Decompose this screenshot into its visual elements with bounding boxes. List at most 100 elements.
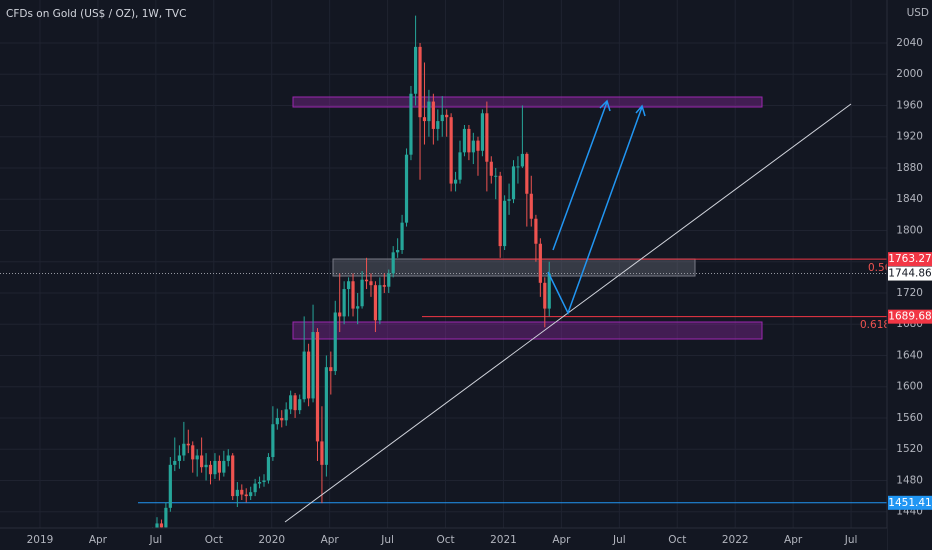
candle-body (235, 489, 239, 497)
fib-label: 0.50 (868, 262, 891, 274)
current-price-box (888, 266, 932, 281)
y-tick-label: 1720 (896, 287, 923, 299)
candle-body (453, 179, 458, 184)
candle-body (159, 523, 164, 528)
axes: 1440148015201560160016401680172017601800… (27, 37, 932, 546)
candle-body (449, 117, 453, 184)
fib-label: 0.618 (860, 319, 890, 331)
x-tick-label: 2019 (27, 534, 54, 546)
current-price-label: 1744.86 (888, 268, 932, 280)
candle-body (177, 455, 182, 461)
candle-body (168, 464, 172, 508)
grid (0, 0, 887, 528)
candle-body (213, 460, 217, 475)
drawings (292, 96, 763, 340)
candle-body (182, 443, 186, 456)
candle-body (208, 464, 213, 475)
candle-body (289, 395, 293, 410)
y-tick-label: 1520 (896, 443, 923, 455)
x-tick-label: 2021 (490, 534, 517, 546)
candle-body (186, 443, 190, 446)
candle-body (489, 161, 493, 176)
candle-body (266, 457, 271, 481)
candle-body (480, 113, 485, 151)
x-tick-label: Jul (612, 534, 626, 546)
candle-body (400, 222, 404, 250)
candle-body (440, 114, 444, 122)
y-tick-label: 2000 (896, 68, 923, 80)
candle-body (445, 114, 449, 118)
candle-body (329, 367, 333, 372)
candle-body (351, 281, 355, 309)
candle-body (427, 101, 431, 122)
candle-body (164, 507, 168, 528)
candle-body (543, 282, 547, 309)
x-tick-label: Jul (844, 534, 858, 546)
candle-body (494, 175, 498, 177)
candle-body (431, 101, 435, 129)
candle-body (262, 480, 266, 483)
projection-arrow (552, 101, 608, 251)
candle-body (378, 285, 382, 321)
candle-body (244, 494, 248, 497)
candle-body (547, 273, 551, 309)
x-tick-label: Jul (149, 534, 163, 546)
price-label-box (888, 252, 932, 267)
candle-body (346, 281, 351, 290)
y-tick-label: 1920 (896, 131, 923, 143)
y-tick-label: 1800 (896, 224, 923, 236)
y-tick-label: 1960 (896, 99, 923, 111)
price-label: 1763.27 (888, 253, 931, 265)
price-label-box (888, 309, 932, 324)
candle-body (422, 117, 427, 122)
candle-body (409, 93, 413, 155)
price-label: 1451.41 (888, 497, 931, 509)
candle-body (253, 483, 257, 493)
candle-body (507, 199, 511, 201)
candle-body (485, 113, 489, 162)
candle-body (249, 492, 253, 497)
candle-body (369, 281, 373, 286)
candle-body (462, 128, 467, 153)
candle-body (342, 289, 346, 317)
x-tick-label: Apr (784, 534, 803, 546)
y-tick-label: 1560 (896, 412, 923, 424)
arrow-head (635, 104, 646, 117)
candle-body (298, 399, 302, 411)
candle-body (404, 154, 409, 223)
candle-body (257, 482, 262, 484)
candle-body (391, 252, 395, 274)
candle-body (311, 332, 315, 399)
x-tick-label: Apr (89, 534, 108, 546)
candle-body (293, 395, 297, 411)
x-tick-label: Oct (436, 534, 454, 546)
candle-body (471, 140, 475, 153)
candle-body (307, 351, 311, 399)
x-tick-label: Oct (205, 534, 223, 546)
arrow-head (599, 99, 611, 112)
candle-body (231, 455, 235, 497)
candle-body (467, 128, 471, 153)
candle-body (529, 193, 533, 219)
candle-body (436, 121, 440, 129)
candle-body (498, 175, 502, 247)
candle-body (280, 417, 284, 421)
candle-body (511, 166, 516, 200)
resistance-zone (292, 96, 763, 108)
price-label: 1689.68 (888, 311, 931, 323)
candle-body (520, 153, 524, 167)
candle-body (525, 153, 529, 194)
candle-body (382, 285, 386, 287)
y-tick-label: 1480 (896, 474, 923, 486)
candle-body (418, 46, 422, 118)
drawings (284, 99, 852, 523)
y-tick-label: 1840 (896, 193, 923, 205)
candle-body (191, 445, 195, 460)
candle-body (356, 306, 360, 309)
currency-label: USD (907, 7, 929, 19)
candle-body (275, 417, 279, 425)
x-tick-label: Apr (321, 534, 340, 546)
price-label-box (888, 495, 932, 510)
